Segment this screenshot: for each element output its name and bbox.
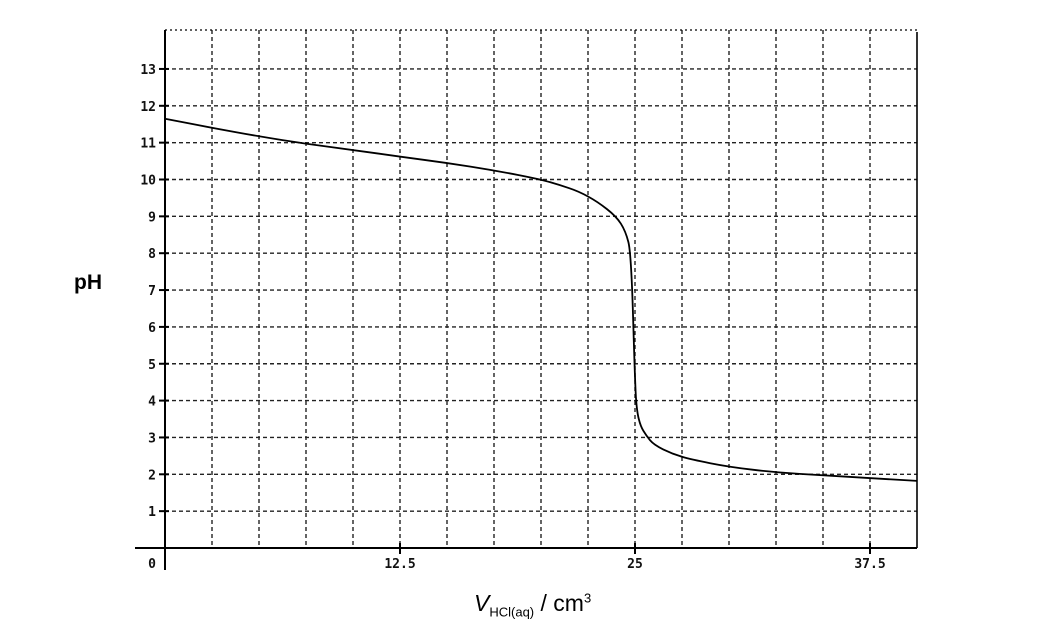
x-axis-unit-exponent: 3 <box>583 590 592 606</box>
titration-curve <box>164 117 918 482</box>
y-tick-label: 9 <box>148 210 156 225</box>
x-tick-labels: 0 12.5 25 37.5 <box>148 543 886 572</box>
y-tick-label: 11 <box>140 137 156 152</box>
x-axis-symbol: V <box>474 590 490 616</box>
x-axis-label: VHCl(aq) / cm3 <box>474 590 591 620</box>
y-tick-label: 12 <box>140 100 156 115</box>
y-tick-label: 4 <box>148 395 156 410</box>
x-tick-label: 37.5 <box>854 557 885 572</box>
x-axis-unit: / cm <box>534 590 584 616</box>
y-tick-label: 10 <box>140 174 156 189</box>
y-tick-label: 13 <box>140 63 156 78</box>
y-tick-label: 1 <box>148 505 156 520</box>
y-tick-label: 5 <box>148 358 156 373</box>
axes <box>135 29 918 570</box>
y-tick-label: 3 <box>148 431 156 446</box>
grid-lines <box>165 30 917 548</box>
x-axis-subscript: HCl(aq) <box>489 604 535 620</box>
y-tick-label: 2 <box>148 468 156 483</box>
y-tick-label: 8 <box>148 247 156 262</box>
x-tick-label: 25 <box>627 557 643 572</box>
x-tick-label: 12.5 <box>384 557 415 572</box>
y-axis-label: pH <box>74 271 102 294</box>
y-tick-label: 7 <box>148 284 156 299</box>
x-tick-label: 0 <box>148 557 156 572</box>
series-curves <box>164 117 918 482</box>
y-tick-label: 6 <box>148 321 156 336</box>
